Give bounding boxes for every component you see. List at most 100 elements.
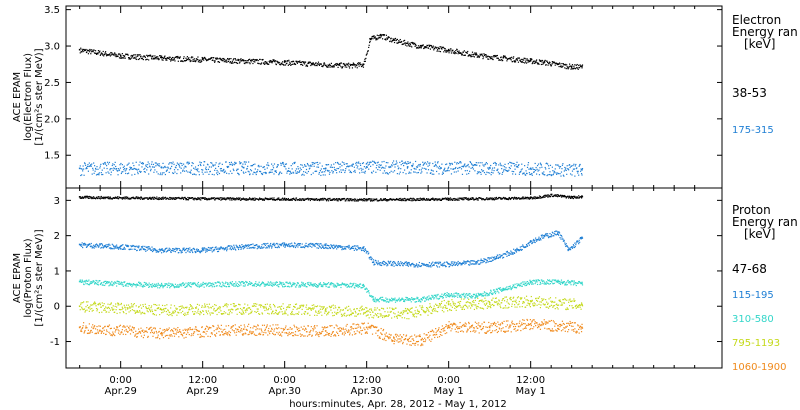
data-point: [570, 65, 573, 68]
data-point: [566, 64, 568, 66]
data-point: [238, 285, 241, 287]
data-point: [424, 163, 426, 165]
data-point: [313, 162, 315, 164]
data-point: [248, 247, 250, 249]
data-point: [250, 59, 253, 61]
data-point: [233, 197, 235, 199]
data-point: [473, 263, 475, 265]
data-point: [183, 247, 185, 249]
data-point: [528, 168, 530, 170]
data-point: [237, 172, 239, 174]
data-point: [204, 251, 207, 253]
data-point: [171, 284, 173, 286]
data-point: [398, 167, 400, 169]
data-point: [492, 259, 494, 261]
data-point: [513, 163, 515, 165]
data-point: [330, 166, 332, 168]
data-point: [258, 63, 260, 65]
data-point: [450, 52, 453, 54]
data-point: [223, 168, 225, 171]
data-point: [409, 42, 411, 44]
data-point: [85, 279, 88, 281]
data-point: [141, 58, 144, 60]
data-point: [197, 197, 199, 199]
data-point: [335, 244, 337, 246]
data-point: [253, 59, 255, 61]
data-point: [431, 173, 433, 175]
data-point: [386, 172, 388, 175]
data-point: [102, 50, 104, 53]
data-point: [331, 198, 333, 200]
data-point: [230, 248, 233, 251]
data-point: [152, 55, 154, 57]
data-point: [497, 254, 499, 256]
data-point: [310, 283, 312, 285]
data-point: [383, 160, 385, 163]
data-point: [144, 283, 146, 286]
data-point: [284, 60, 286, 62]
data-point: [328, 245, 330, 247]
data-point: [495, 198, 497, 200]
data-point: [89, 281, 91, 283]
data-point: [476, 197, 478, 200]
data-point: [280, 245, 282, 247]
data-point: [134, 173, 136, 175]
data-point: [263, 172, 265, 174]
data-point: [521, 61, 523, 63]
data-point: [118, 53, 120, 55]
data-point: [248, 58, 251, 60]
data-point: [373, 160, 375, 163]
data-point: [445, 265, 447, 268]
data-point: [223, 57, 225, 60]
data-point: [193, 283, 195, 285]
data-point: [380, 262, 382, 264]
data-point: [317, 63, 319, 65]
data-point: [558, 165, 560, 167]
data-point: [172, 248, 175, 250]
data-point: [546, 195, 548, 197]
data-point: [279, 171, 281, 173]
data-point: [361, 198, 364, 201]
data-point: [294, 243, 296, 245]
data-point: [491, 260, 493, 262]
data-point: [164, 55, 166, 57]
data-point: [421, 199, 423, 201]
data-point: [524, 196, 527, 198]
data-point: [280, 162, 282, 164]
data-point: [190, 169, 192, 171]
data-point: [127, 196, 129, 198]
data-point: [336, 200, 338, 202]
data-point: [430, 266, 432, 268]
data-point: [83, 174, 85, 176]
data-point: [104, 161, 106, 164]
data-point: [156, 285, 158, 287]
data-point: [304, 61, 307, 63]
data-point: [569, 63, 571, 65]
data-point: [556, 62, 558, 64]
data-point: [83, 242, 86, 244]
data-point: [497, 168, 499, 170]
data-point: [222, 59, 224, 61]
data-point: [376, 164, 378, 167]
data-point: [232, 163, 234, 165]
data-point: [99, 243, 101, 245]
data-point: [370, 259, 373, 261]
data-point: [182, 282, 184, 284]
data-point: [262, 58, 264, 61]
data-point: [87, 49, 89, 51]
data-point: [267, 198, 269, 200]
data-point: [402, 43, 404, 45]
data-point: [563, 240, 565, 242]
data-point: [105, 165, 108, 167]
data-point: [271, 247, 273, 249]
data-point: [292, 163, 294, 165]
data-point: [575, 64, 577, 66]
data-point: [85, 168, 87, 170]
data-point: [205, 58, 207, 61]
data-point: [513, 252, 516, 254]
legend-entry: 175-315: [732, 125, 774, 136]
data-point: [89, 48, 91, 51]
data-point: [403, 43, 405, 45]
data-point: [306, 286, 308, 288]
data-point: [507, 170, 509, 172]
